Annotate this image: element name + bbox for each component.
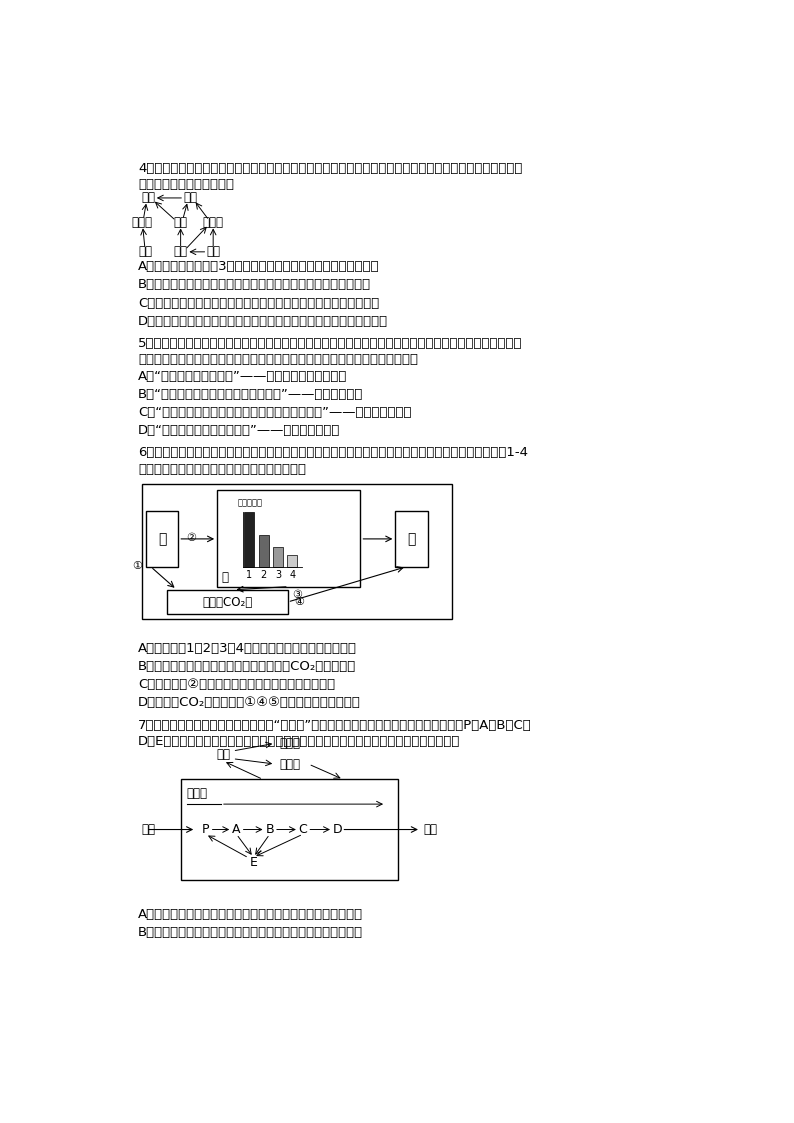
- Text: D．若该淡水生态系统中存在铅污染，则体内含铅量最高的生物是大鱼: D．若该淡水生态系统中存在铅污染，则体内含铅量最高的生物是大鱼: [138, 314, 388, 328]
- Text: E: E: [249, 856, 257, 869]
- Text: A．达到生态平衡时，生态系统的结构和功能可以保持相对稳定: A．达到生态平衡时，生态系统的结构和功能可以保持相对稳定: [138, 909, 363, 921]
- Text: 输入: 输入: [142, 823, 156, 836]
- Text: 对动植物特征、生活习性进行的概括与蕋含的生物学原理对应正确的是（　　）: 对动植物特征、生活习性进行的概括与蕋含的生物学原理对应正确的是（ ）: [138, 353, 418, 366]
- Text: B．该生态系统中属于第三营养级的有水鸟、小鱼、大鱼和淡水虾: B．该生态系统中属于第三营养级的有水鸟、小鱼、大鱼和淡水虾: [138, 279, 371, 292]
- Text: D．大气中CO₂的来源除了①④⑤，还包括化石燃料燃烧: D．大气中CO₂的来源除了①④⑤，还包括化石燃料燃烧: [138, 696, 361, 710]
- Text: 水鸟: 水鸟: [141, 191, 155, 204]
- Text: B．碳在生物群落和非生物环境之间主要以CO₂的形式传递: B．碳在生物群落和非生物环境之间主要以CO₂的形式传递: [138, 660, 357, 673]
- Text: 水蚤: 水蚤: [174, 245, 187, 258]
- Text: ②: ②: [186, 532, 196, 542]
- Text: 水藻: 水藻: [139, 245, 152, 258]
- Text: A．该生态系统中共有3条食物链，淡水虾与小鱼的关系是种间竞争: A．该生态系统中共有3条食物链，淡水虾与小鱼的关系是种间竞争: [138, 261, 380, 273]
- Text: 4: 4: [289, 570, 295, 581]
- Text: 7．生态平衡是一种动态平衡，下图中“置位点”表示生态系统所具有的某个理想状态，其中P、A、B、C、: 7．生态平衡是一种动态平衡，下图中“置位点”表示生态系统所具有的某个理想状态，其…: [138, 719, 532, 731]
- Text: 小鱼: 小鱼: [174, 216, 187, 229]
- Text: C: C: [299, 823, 307, 836]
- Text: 输出: 输出: [423, 823, 437, 836]
- Text: B: B: [265, 823, 274, 836]
- Bar: [217, 491, 360, 586]
- Text: B．生态系统中的组分越多，生态系统偏离置位点的可能性越小: B．生态系统中的组分越多，生态系统偏离置位点的可能性越小: [138, 926, 363, 939]
- Text: 下列叙述正确的是（　　）: 下列叙述正确的是（ ）: [138, 177, 234, 191]
- Bar: [180, 779, 398, 879]
- Text: 偏离: 偏离: [216, 748, 230, 761]
- Text: C．若所有水鸟消失，则短时间内大鱼和水藻的数目分别减少和增加: C．若所有水鸟消失，则短时间内大鱼和水藻的数目分别减少和增加: [138, 296, 380, 310]
- Text: 甲: 甲: [158, 532, 166, 546]
- Text: P: P: [202, 823, 209, 836]
- Text: D、E表示生态系统中的生物成分，箭头表示物质的传递方向。下列叙述错误的是（　　）: D、E表示生态系统中的生物成分，箭头表示物质的传递方向。下列叙述错误的是（ ）: [138, 734, 461, 748]
- Text: A．乙中生特1、2、3、4分别是第一、二、三、四营养级: A．乙中生特1、2、3、4分别是第一、二、三、四营养级: [138, 642, 357, 655]
- Text: 置位点: 置位点: [187, 787, 208, 801]
- Text: 是乙中的四种生物。下列叙述错误的是（　　）: 是乙中的四种生物。下列叙述错误的是（ ）: [138, 463, 306, 476]
- Text: B．“春风桃李花开日，秋雨梧桐叶落时”——群落的季节性: B．“春风桃李花开日，秋雨梧桐叶落时”——群落的季节性: [138, 389, 364, 401]
- Text: C．“乐彼之园，爰有树檀，其下维萄（一种灌木）”——种群的水平结构: C．“乐彼之园，爰有树檀，其下维萄（一种灌木）”——种群的水平结构: [138, 407, 411, 419]
- Text: 负反馈: 负反馈: [279, 758, 300, 770]
- Bar: [273, 547, 283, 567]
- Text: C．图中过程②包括生产者的光合作用和化能合成作用: C．图中过程②包括生产者的光合作用和化能合成作用: [138, 678, 335, 692]
- Text: 6．某生态系统的物质循环与能量流动的部分情况如图所示，甲、乙、丙是该生态系统的组成成分，其中1-4: 6．某生态系统的物质循环与能量流动的部分情况如图所示，甲、乙、丙是该生态系统的组…: [138, 447, 528, 459]
- Bar: [168, 590, 287, 614]
- Text: D: D: [333, 823, 342, 836]
- Text: 甲壳类: 甲壳类: [131, 216, 152, 229]
- Text: 淡水虾: 淡水虾: [202, 216, 224, 229]
- Text: 5．我国古代的很多文人墓客借助诗词歌赋对自然现象进行描述以抗发情怀，说歌大自然。下列对自然现象或: 5．我国古代的很多文人墓客借助诗词歌赋对自然现象进行描述以抗发情怀，说歌大自然。…: [138, 337, 522, 349]
- Text: 大鱼: 大鱼: [183, 191, 197, 204]
- Text: A: A: [232, 823, 241, 836]
- Text: ③: ③: [292, 590, 302, 600]
- Text: 1: 1: [246, 570, 252, 581]
- Text: 大气中CO₂库: 大气中CO₂库: [202, 595, 252, 609]
- Text: 3: 3: [275, 570, 281, 581]
- Bar: [245, 512, 254, 567]
- Text: ①: ①: [133, 562, 143, 572]
- Text: ④: ④: [294, 597, 304, 608]
- Text: 正反馈: 正反馈: [279, 737, 300, 750]
- Bar: [142, 484, 452, 619]
- Bar: [259, 536, 268, 567]
- Text: 水绵: 水绵: [206, 245, 220, 258]
- Bar: [395, 511, 428, 567]
- Text: 2: 2: [260, 570, 267, 581]
- Bar: [146, 511, 179, 567]
- Bar: [287, 555, 297, 567]
- Text: A．“螇蛉有子，蠶跏负之”——物种间的原始合作关系: A．“螇蛉有子，蠶跏负之”——物种间的原始合作关系: [138, 369, 348, 383]
- Text: 能量相对値: 能量相对値: [238, 499, 263, 508]
- Text: 4．处于平衡状态的简单淡水生态系统的部分成分之间的关系如图所示，其中的大鱼和小鱼是不同种类的鱼。: 4．处于平衡状态的简单淡水生态系统的部分成分之间的关系如图所示，其中的大鱼和小鱼…: [138, 162, 522, 175]
- Text: 丙: 丙: [407, 532, 416, 546]
- Text: D．“远芳侵古道，晴翠接荒城”——群落的初生演替: D．“远芳侵古道，晴翠接荒城”——群落的初生演替: [138, 424, 341, 437]
- Text: 乙: 乙: [222, 570, 229, 584]
